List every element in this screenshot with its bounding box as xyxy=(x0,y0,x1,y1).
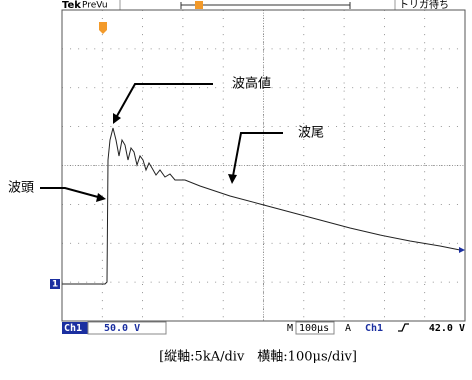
annotation-tail: 波尾 xyxy=(298,126,324,141)
trigger-position xyxy=(195,1,203,9)
mode: PreVu xyxy=(82,1,108,11)
annotation-peak: 波高値 xyxy=(232,76,271,92)
caption: [縦軸:5kA/div 横軸:100μs/div] xyxy=(159,350,357,365)
status: トリガ待ち xyxy=(399,0,449,11)
trigger-channel: Ch1 xyxy=(365,323,383,334)
trigger-level: 42.0 V xyxy=(429,323,465,334)
channel-marker-label: 1 xyxy=(52,280,58,290)
screenshot: Tek PreVu トリガ待ち 1 波高値 波尾 波頭 Ch1 50.0 V M… xyxy=(0,0,472,376)
annotation-front: 波頭 xyxy=(8,181,34,196)
time-per-div: 100μs xyxy=(299,323,329,334)
channel: Ch1 xyxy=(64,323,82,334)
time-label: M xyxy=(287,323,293,334)
trigger-label: A xyxy=(345,323,351,334)
slope-icon xyxy=(398,324,409,331)
record-bar xyxy=(181,2,350,9)
brand: Tek xyxy=(62,0,81,11)
page: {"header":{"brand":"Tek","mode":"PreVu",… xyxy=(0,0,472,376)
volts-per-div: 50.0 V xyxy=(104,323,140,334)
